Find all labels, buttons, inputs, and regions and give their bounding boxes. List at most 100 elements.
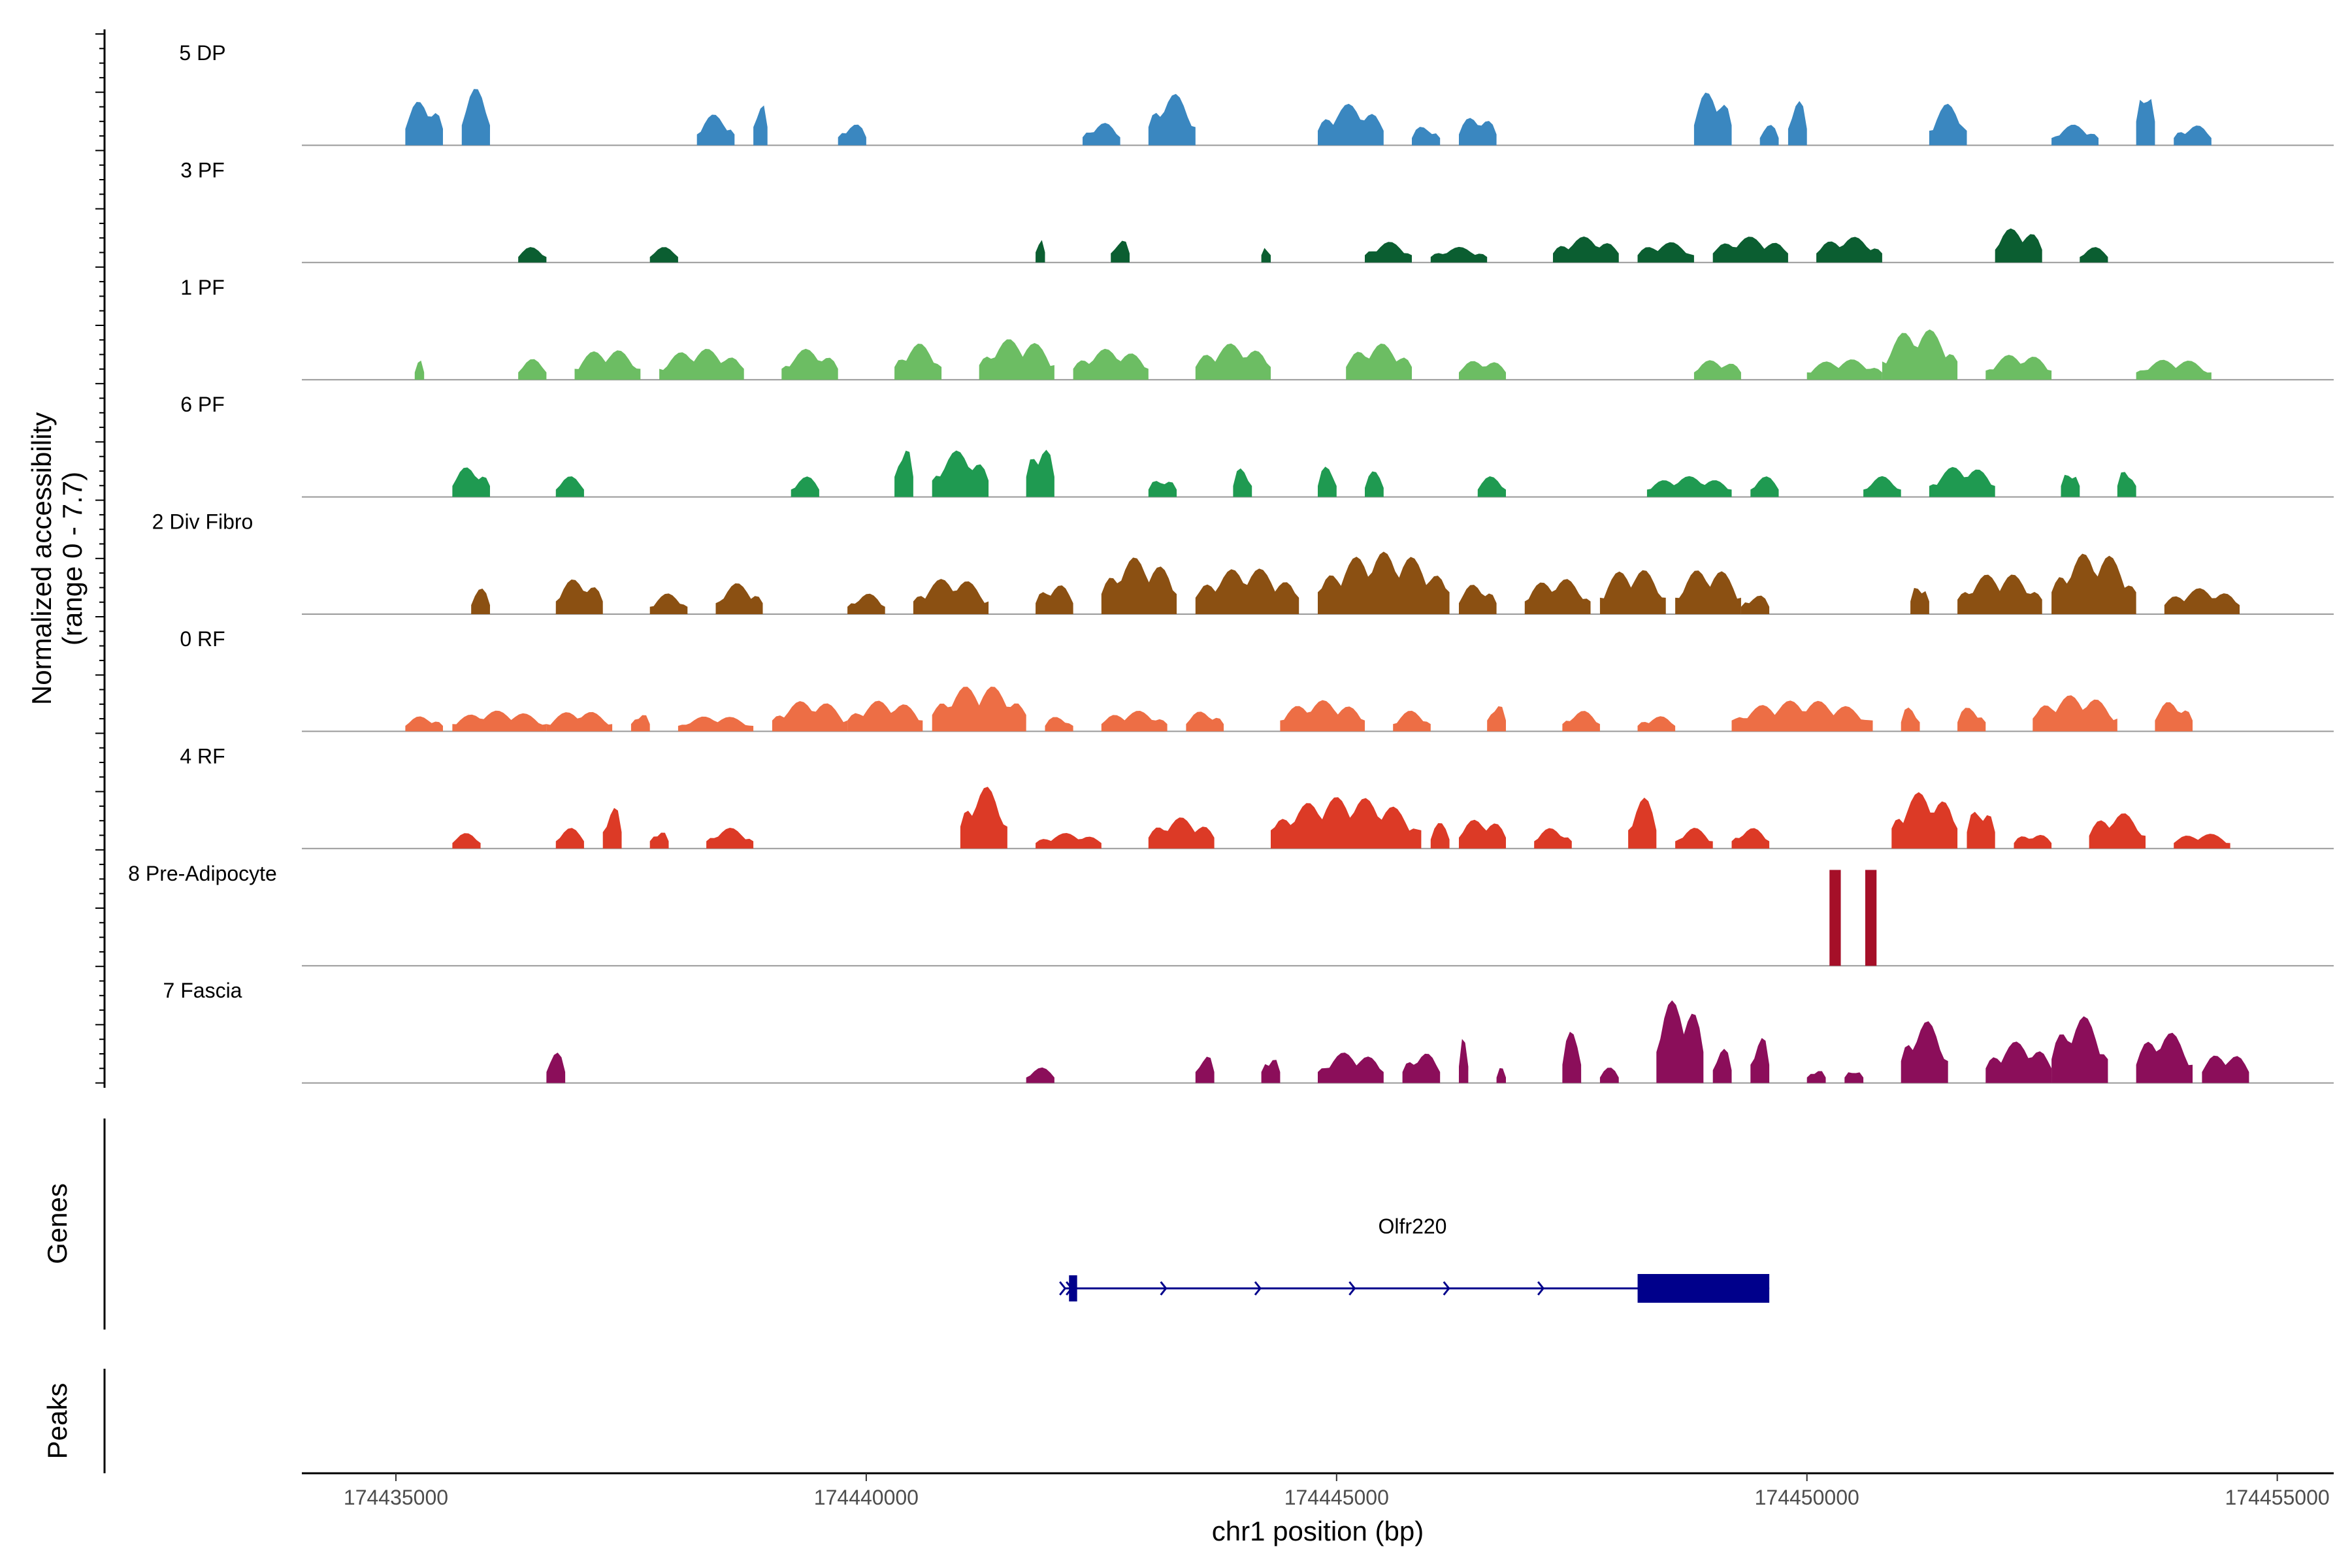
coverage-peak — [1957, 708, 1986, 732]
coverage-peak — [913, 579, 989, 614]
coverage-peak — [1740, 595, 1770, 614]
track-label: 3 PF — [180, 158, 225, 182]
coverage-peak — [1261, 1060, 1281, 1083]
coverage-peak — [518, 359, 547, 380]
coverage-peak — [1985, 1041, 2052, 1083]
coverage-peak — [932, 687, 1026, 732]
coverage-peak — [2136, 359, 2212, 380]
coverage-peak — [2117, 472, 2136, 497]
coverage-peak — [1693, 360, 1741, 380]
strand-arrow — [1160, 1281, 1168, 1296]
coverage-peak — [405, 716, 443, 732]
coverage-peak — [405, 102, 443, 146]
coverage-peak — [1985, 355, 2052, 380]
y-axis-ticks — [95, 33, 105, 1084]
coverage-peak — [1750, 476, 1779, 497]
coverage-peak — [1675, 828, 1713, 849]
coverage-peak — [2202, 1055, 2249, 1083]
x-tick-label: 174445000 — [1284, 1486, 1389, 1509]
coverage-peak — [1318, 1053, 1384, 1083]
coverage-peak — [518, 247, 547, 263]
coverage-peak — [1562, 1032, 1582, 1083]
coverage-peak — [678, 716, 754, 732]
coverage-peak — [1599, 1068, 1619, 1083]
coverage-peak — [452, 710, 547, 732]
coverage-peak — [1646, 476, 1732, 497]
x-axis-ticks: 174435000 174440000 174445000 174450000 1744… — [344, 1473, 2330, 1509]
coverage-peak — [791, 476, 819, 497]
strand-arrow — [1348, 1281, 1356, 1296]
coverage-peak — [1816, 237, 1882, 263]
coverage-peak — [649, 832, 669, 849]
coverage-peak — [574, 350, 641, 380]
coverage-peak — [649, 247, 678, 263]
coverage-peak — [1411, 127, 1441, 146]
track-0: 5 DP — [179, 41, 2334, 146]
coverage-peak — [2174, 125, 2212, 146]
coverage-peak — [2051, 1016, 2108, 1083]
coverage-peak — [1271, 797, 1422, 849]
coverage-peak — [1806, 1071, 1826, 1083]
coverage-peak — [1364, 242, 1412, 263]
coverage-peak — [1910, 587, 1929, 614]
coverage-peak — [555, 580, 603, 614]
coverage-peak — [1534, 828, 1572, 849]
coverage-peak — [781, 348, 838, 380]
coverage-peak — [452, 467, 490, 497]
track-label: 1 PF — [180, 276, 225, 299]
coverage-peak — [2080, 247, 2108, 263]
coverage-peak — [1656, 1000, 1704, 1083]
coverage-peak — [1393, 710, 1431, 732]
coverage-peak — [546, 711, 613, 732]
coverage-peak — [2051, 124, 2099, 146]
coverage-peak — [1901, 707, 1920, 732]
coverage-peak — [1073, 348, 1149, 380]
coverage-peak — [1929, 103, 1967, 146]
coverage-peak — [1148, 93, 1196, 146]
coverage-peak — [2136, 99, 2155, 146]
coverage-peak — [1712, 1049, 1732, 1083]
track-5: 0 RF — [180, 627, 2334, 732]
coverage-peak — [1195, 343, 1271, 380]
track-label: 8 Pre-Adipocyte — [128, 862, 277, 885]
coverage-peak — [1186, 711, 1224, 732]
coverage-peak — [894, 344, 942, 380]
gene-model: Olfr220 — [1059, 1215, 1770, 1303]
coverage-peak — [1731, 700, 1873, 732]
coverage-peak — [1844, 1072, 1864, 1083]
coverage-peak — [659, 349, 744, 380]
coverage-peak — [1599, 570, 1666, 614]
strand-arrow — [1254, 1281, 1262, 1296]
track-7: 8 Pre-Adipocyte — [128, 862, 2334, 967]
coverage-peak — [1675, 570, 1741, 614]
coverage-peak — [847, 593, 885, 614]
x-tick-label: 174440000 — [814, 1486, 919, 1509]
coverage-peak — [461, 89, 490, 146]
coverage-peak — [2089, 813, 2146, 849]
x-tick-label: 174435000 — [344, 1486, 448, 1509]
coverage-peak — [1891, 792, 1958, 849]
coverage-peak — [1083, 123, 1120, 146]
coverage-peak — [1865, 870, 1877, 966]
coverage-peak — [1487, 706, 1506, 732]
coverage-peak — [1901, 1021, 1948, 1083]
gene-exon-1 — [1069, 1275, 1077, 1301]
coverage-peak — [2174, 834, 2230, 849]
track-label: 6 PF — [180, 393, 225, 416]
coverage-peak — [772, 701, 848, 732]
coverage-peak — [1637, 716, 1676, 732]
coverage-peak — [1036, 585, 1073, 614]
genes-panel-title: Genes — [42, 1183, 73, 1264]
track-2: 1 PF — [180, 276, 2334, 381]
coverage-peak — [1318, 466, 1337, 497]
coverage-peak — [1101, 557, 1177, 614]
coverage-peak — [1111, 240, 1130, 263]
coverage-peak — [1882, 329, 1958, 380]
track-label: 5 DP — [179, 41, 225, 65]
coverage-peak — [1496, 1068, 1506, 1083]
coverage-peak — [2014, 834, 2052, 849]
coverage-peak — [932, 450, 989, 497]
coverage-peak — [979, 339, 1054, 380]
coverage-peak — [1280, 700, 1365, 732]
strand-arrow — [1443, 1281, 1450, 1296]
